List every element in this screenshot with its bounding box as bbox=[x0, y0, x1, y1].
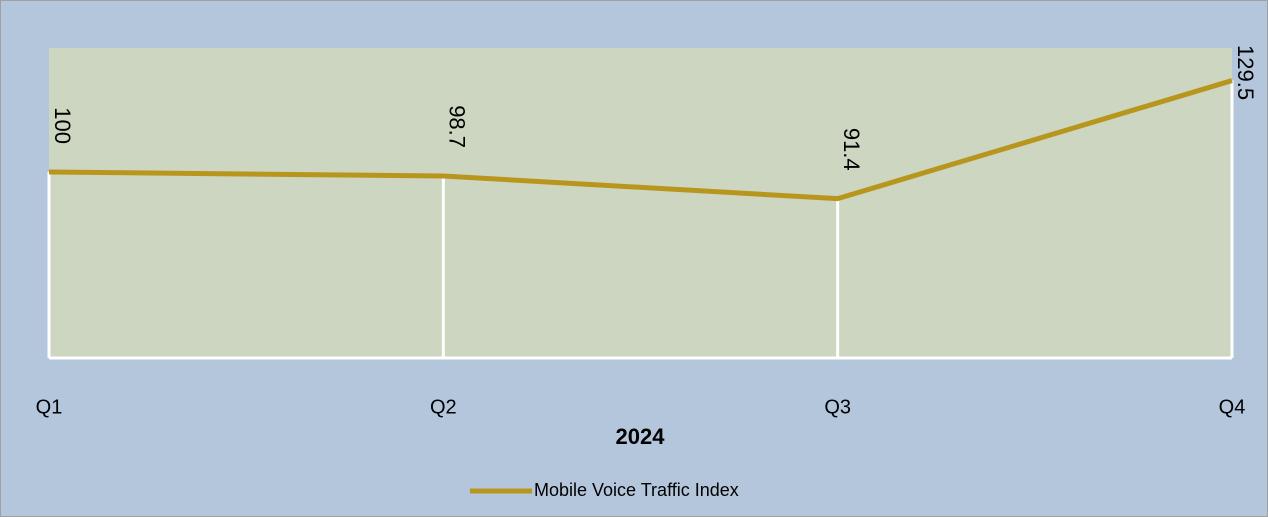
x-tick-label: Q3 bbox=[824, 396, 851, 418]
x-tick-label: Q1 bbox=[36, 396, 63, 418]
x-axis-title: 2024 bbox=[616, 424, 666, 449]
legend-label: Mobile Voice Traffic Index bbox=[534, 480, 739, 500]
data-label: 98.7 bbox=[445, 105, 470, 148]
plot-area bbox=[49, 48, 1232, 358]
data-label: 129.5 bbox=[1233, 45, 1258, 100]
data-label: 91.4 bbox=[839, 128, 864, 171]
data-label: 100 bbox=[50, 107, 75, 144]
x-tick-label: Q2 bbox=[430, 396, 457, 418]
data-line bbox=[48, 78, 1233, 202]
x-tick-label: Q4 bbox=[1219, 396, 1246, 418]
